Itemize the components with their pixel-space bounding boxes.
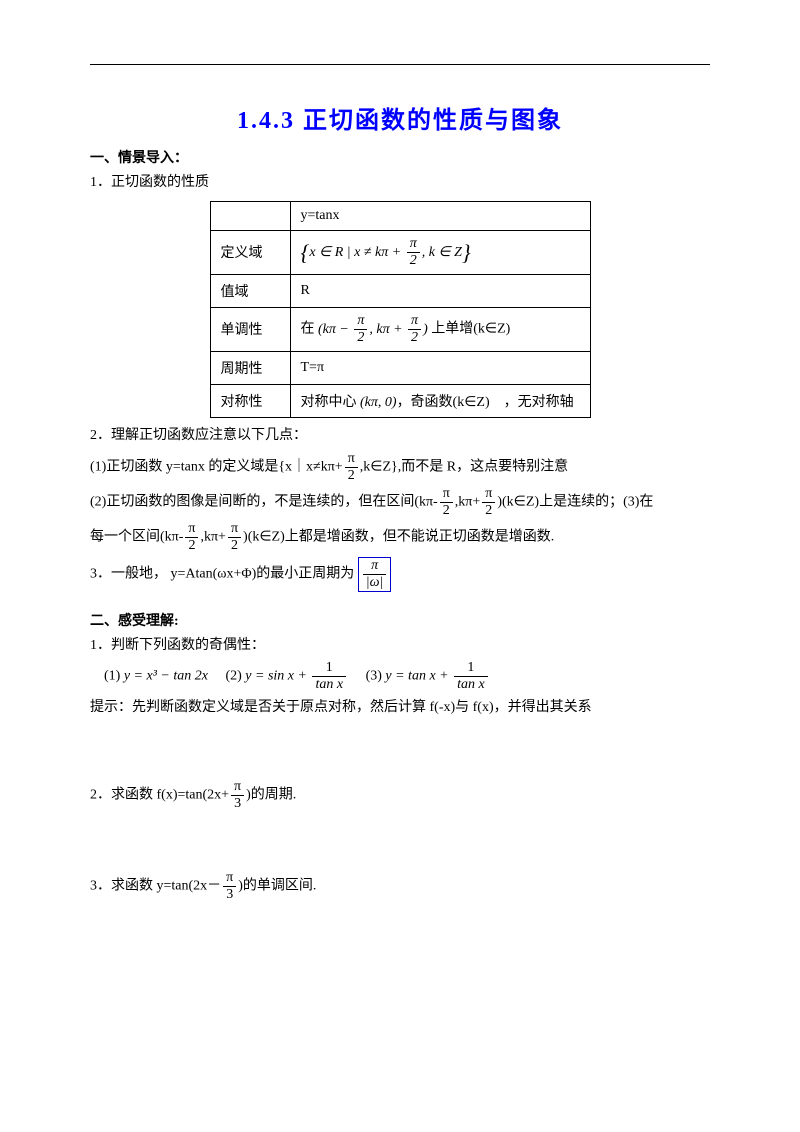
fraction-pi-2: π2 <box>407 237 420 268</box>
note2mid: ,kπ+ <box>200 529 225 544</box>
note-1: (1)正切函数 y=tanx 的定义域是{x｜x≠kπ+π2,k∈Z},而不是 … <box>90 452 710 483</box>
cell-value: {x ∈ R | x ≠ kπ + π2, k ∈ Z} <box>290 230 590 274</box>
mono-prefix: 在 <box>301 322 319 337</box>
eq3p: y = tan x + <box>385 669 448 684</box>
cell-value: 在 (kπ − π2, kπ + π2) 上单增(k∈Z) <box>290 307 590 351</box>
table-row: y=tanx <box>210 201 590 230</box>
fraction-pi-2: π2 <box>408 314 421 345</box>
table-row: 周期性 T=π <box>210 351 590 384</box>
interval-b: ) <box>423 322 428 337</box>
table-row: 定义域 {x ∈ R | x ≠ kπ + π2, k ∈ Z} <box>210 230 590 274</box>
section2-q1: 1．判断下列函数的奇偶性： <box>90 634 710 658</box>
q3b: )的单调区间. <box>238 879 316 894</box>
cell-label: 对称性 <box>210 384 290 417</box>
properties-table: y=tanx 定义域 {x ∈ R | x ≠ kπ + π2, k ∈ Z} … <box>210 201 591 418</box>
cell-value: y=tanx <box>290 201 590 230</box>
section2-q3: 3．求函数 y=tan(2x－π3)的单调区间. <box>90 871 710 902</box>
q2b: )的周期. <box>246 788 296 803</box>
fraction-pi-2: π2 <box>440 487 453 518</box>
section1-item3: 3．一般地， y=Atan(ωx+Φ)的最小正周期为 π|ω| <box>90 557 710 592</box>
fraction-pi-2: π2 <box>185 522 198 553</box>
cell-label: 周期性 <box>210 351 290 384</box>
note2mid: ,kπ+ <box>455 494 480 509</box>
q2a: 2．求函数 f(x)=tan(2x+ <box>90 788 229 803</box>
fraction-pi-3: π3 <box>231 780 244 811</box>
set-part-b: , k ∈ Z <box>422 245 462 260</box>
section1-item2: 2．理解正切函数应注意以下几点： <box>90 424 710 448</box>
table-row: 对称性 对称中心 (kπ, 0)，奇函数(k∈Z) ，无对称轴 <box>210 384 590 417</box>
cell-label <box>210 201 290 230</box>
eq2-tag: (2) <box>225 669 245 684</box>
fraction-pi-2: π2 <box>482 487 495 518</box>
q3a: 3．求函数 y=tan(2x－ <box>90 879 221 894</box>
section2-q2: 2．求函数 f(x)=tan(2x+π3)的周期. <box>90 780 710 811</box>
cell-value: 对称中心 (kπ, 0)，奇函数(k∈Z) ，无对称轴 <box>290 384 590 417</box>
section2-heading: 二、感受理解: <box>90 610 710 630</box>
note1a: (1)正切函数 y=tanx 的定义域是{x｜x≠kπ+ <box>90 459 343 474</box>
section1-item1: 1．正切函数的性质 <box>90 171 710 195</box>
table-row: 单调性 在 (kπ − π2, kπ + π2) 上单增(k∈Z) <box>210 307 590 351</box>
boxed-fraction: π|ω| <box>358 557 392 592</box>
section2-hint: 提示：先判断函数定义域是否关于原点对称，然后计算 f(-x)与 f(x)，并得出… <box>90 696 710 720</box>
cell-value: R <box>290 274 590 307</box>
page-title: 1.4.3 正切函数的性质与图象 <box>90 100 710 135</box>
brace: } <box>462 239 471 264</box>
set-part-a: ∈ R | x ≠ kπ + <box>319 245 401 260</box>
table-row: 值域 R <box>210 274 590 307</box>
eq2p: y = sin x + <box>245 669 307 684</box>
equations-row: (1) y = x³ − tan 2x (2) y = sin x + 1tan… <box>90 661 710 692</box>
note3b: )(k∈Z)上都是增函数，但不能说正切函数是增函数. <box>243 529 554 544</box>
eq1-tag: (1) <box>104 669 124 684</box>
note-2: (2)正切函数的图像是间断的，不是连续的，但在区间(kπ-π2,kπ+π2)(k… <box>90 487 710 518</box>
section1-heading: 一、情景导入： <box>90 147 710 167</box>
item3a: 3．一般地， y=Atan(ωx+Φ)的最小正周期为 <box>90 566 354 581</box>
note1b: ,k∈Z},而不是 R，这点要特别注意 <box>360 459 568 474</box>
sym-mid: ，奇函数(k∈Z) ，无对称轴 <box>397 395 574 410</box>
cell-label: 值域 <box>210 274 290 307</box>
note2a: (2)正切函数的图像是间断的，不是连续的，但在区间(kπ- <box>90 494 438 509</box>
brace: { <box>301 239 310 264</box>
fraction-pi-2: π2 <box>345 452 358 483</box>
kpi0: (kπ, 0) <box>360 395 397 410</box>
cell-label: 单调性 <box>210 307 290 351</box>
fraction-pi-2: π2 <box>228 522 241 553</box>
header-rule <box>90 64 710 65</box>
interval-a: (kπ − <box>318 322 349 337</box>
note-3: 每一个区间(kπ-π2,kπ+π2)(k∈Z)上都是增函数，但不能说正切函数是增… <box>90 522 710 553</box>
fraction-1-tanx: 1tan x <box>454 661 488 692</box>
fraction-1-tanx: 1tan x <box>312 661 346 692</box>
cell-value: T=π <box>290 351 590 384</box>
eq3-tag: (3) <box>366 669 386 684</box>
interval-mid: , kπ + <box>369 322 402 337</box>
cell-label: 定义域 <box>210 230 290 274</box>
note2b: )(k∈Z)上是连续的；(3)在 <box>497 494 653 509</box>
sym-prefix: 对称中心 <box>301 395 361 410</box>
fraction-pi-3: π3 <box>223 871 236 902</box>
note3a: 每一个区间(kπ- <box>90 529 183 544</box>
eq1: y = x³ − tan 2x <box>124 669 208 684</box>
fraction-pi-2: π2 <box>354 314 367 345</box>
mono-suffix: 上单增(k∈Z) <box>431 322 510 337</box>
